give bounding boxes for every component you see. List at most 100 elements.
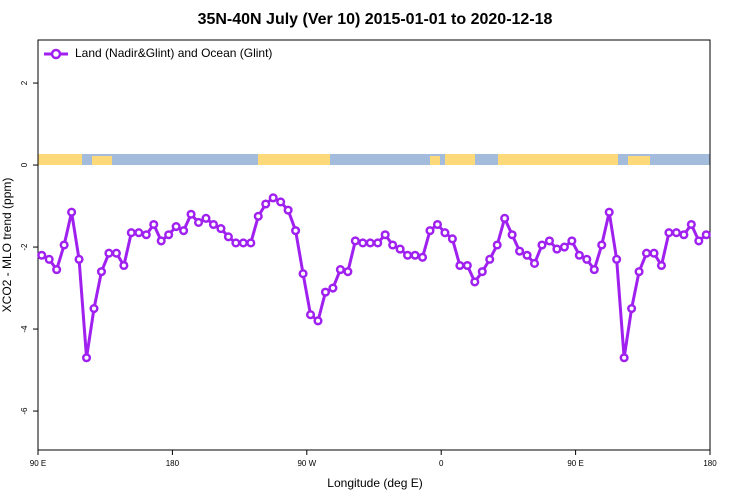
data-point <box>425 226 435 236</box>
x-tick-label: 90 E <box>30 459 46 468</box>
data-point <box>410 250 420 260</box>
data-point <box>134 228 144 238</box>
x-tick-label: 180 <box>703 459 717 468</box>
data-point <box>597 240 607 250</box>
data-point <box>612 254 622 264</box>
data-point <box>179 226 189 236</box>
plot-frame <box>37 39 711 451</box>
data-point <box>589 265 599 275</box>
data-point <box>462 260 472 271</box>
data-point <box>268 193 278 203</box>
data-point <box>403 250 413 260</box>
x-tick-label: 90 W <box>297 459 316 468</box>
data-point <box>350 236 360 246</box>
data-point <box>529 258 540 269</box>
data-point <box>380 230 390 240</box>
data-point <box>492 240 502 250</box>
data-point <box>694 236 704 246</box>
data-point <box>343 267 353 277</box>
data-point <box>52 265 62 275</box>
data-point <box>193 217 204 227</box>
data-point <box>119 260 129 271</box>
data-point <box>574 250 584 260</box>
data-point <box>276 197 286 207</box>
data-point <box>291 226 301 236</box>
data-point <box>59 240 69 250</box>
data-point <box>335 265 345 275</box>
data-point <box>470 277 480 287</box>
x-axis-label: Longitude (deg E) <box>327 476 422 490</box>
data-point <box>313 316 323 326</box>
data-point <box>111 248 121 258</box>
data-point <box>37 250 47 260</box>
series-line <box>41 196 708 358</box>
data-point <box>126 228 136 238</box>
x-tick-label: 0 <box>439 459 444 468</box>
data-point <box>604 207 614 217</box>
data-point <box>246 238 256 248</box>
data-point <box>164 230 174 240</box>
y-tick-label: 2 <box>20 80 29 85</box>
data-point <box>320 287 331 297</box>
data-point <box>365 238 375 248</box>
data-point <box>141 230 151 240</box>
data-point <box>298 269 308 279</box>
data-point <box>440 228 450 238</box>
data-point <box>81 353 92 363</box>
data-point <box>201 213 211 223</box>
data-point <box>477 267 487 277</box>
data-point <box>500 213 510 223</box>
data-point <box>67 207 77 217</box>
data-point <box>544 236 555 246</box>
data-point <box>156 236 166 246</box>
data-point <box>171 222 181 232</box>
chart-title: 35N-40N July (Ver 10) 2015-01-01 to 2020… <box>198 11 553 28</box>
data-point <box>522 250 532 260</box>
data-point <box>552 244 562 254</box>
data-point <box>432 219 443 230</box>
data-point <box>627 304 637 314</box>
y-axis-label: XCO2 - MLO trend (ppm) <box>0 178 14 313</box>
data-point <box>96 267 107 277</box>
data-point <box>149 219 159 230</box>
data-point <box>559 242 569 252</box>
y-tick-label: 0 <box>20 162 29 167</box>
data-point <box>104 248 114 258</box>
data-point <box>515 246 525 256</box>
data-point <box>74 254 84 264</box>
data-point <box>216 224 226 234</box>
data-point <box>656 260 667 271</box>
data-point <box>671 228 681 238</box>
x-tick-label: 90 E <box>567 459 583 468</box>
data-point <box>186 209 196 219</box>
x-tick-label: 180 <box>166 459 180 468</box>
data-point <box>619 353 629 363</box>
legend-label: Land (Nadir&Glint) and Ocean (Glint) <box>75 46 272 60</box>
y-tick-label: -2 <box>20 243 29 251</box>
data-point <box>649 248 659 258</box>
data-point <box>328 283 338 293</box>
data-point <box>388 240 398 250</box>
data-point <box>701 230 711 240</box>
y-tick-label: -4 <box>20 325 29 333</box>
data-point <box>507 230 517 240</box>
data-point <box>686 219 696 230</box>
data-point <box>664 228 674 238</box>
data-point <box>89 304 99 314</box>
data-point <box>455 260 465 271</box>
data-point <box>238 238 248 248</box>
data-point <box>208 219 219 230</box>
data-point <box>231 238 241 248</box>
data-point <box>253 211 263 221</box>
legend-marker <box>50 48 62 60</box>
data-point <box>567 236 577 246</box>
data-point <box>679 230 689 240</box>
data-point <box>373 238 383 248</box>
data-point <box>44 254 54 264</box>
data-point <box>223 232 233 242</box>
data-point <box>641 248 652 258</box>
data-point <box>634 267 644 277</box>
data-point <box>417 252 428 262</box>
